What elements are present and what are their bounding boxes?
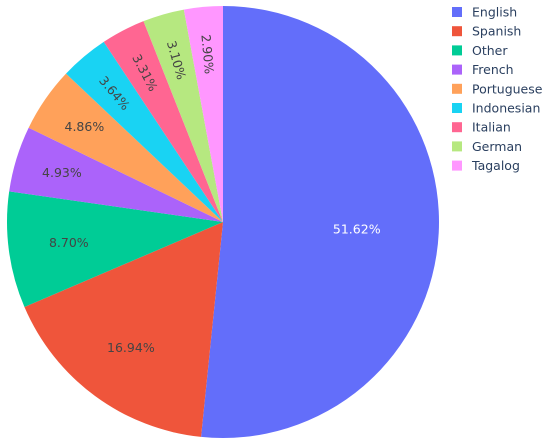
legend-label-spanish: Spanish: [472, 24, 521, 39]
legend-swatch-tagalog: [452, 160, 462, 171]
legend: English Spanish Other French Portuguese Indon…: [452, 5, 543, 173]
pie-label-tagalog: 2.90%: [198, 34, 217, 75]
pie-slice-english: [201, 6, 440, 438]
legend-item-other[interactable]: Other: [452, 43, 508, 58]
legend-item-english[interactable]: English: [452, 5, 517, 20]
pie-label-french: 4.93%: [42, 165, 82, 180]
legend-item-german[interactable]: German: [452, 139, 522, 154]
legend-label-other: Other: [472, 43, 508, 58]
pie-slice-portuguese: [28, 73, 224, 222]
legend-swatch-italian: [452, 122, 462, 133]
legend-swatch-french: [452, 64, 462, 75]
legend-swatch-german: [452, 141, 462, 152]
legend-swatch-portuguese: [452, 83, 462, 94]
legend-label-indonesian: Indonesian: [472, 101, 540, 116]
legend-label-italian: Italian: [472, 120, 511, 135]
legend-item-italian[interactable]: Italian: [452, 120, 511, 135]
legend-swatch-other: [452, 45, 462, 56]
pie-label-spanish: 16.94%: [107, 340, 155, 355]
pie-label-english: 51.62%: [333, 221, 381, 236]
pie-slices: [7, 6, 440, 438]
legend-item-french[interactable]: French: [452, 62, 514, 77]
pie-slice-french: [9, 127, 223, 222]
legend-label-portuguese: Portuguese: [472, 81, 543, 96]
legend-item-indonesian[interactable]: Indonesian: [452, 101, 540, 116]
legend-item-tagalog[interactable]: Tagalog: [452, 158, 520, 173]
pie-slice-indonesian: [66, 41, 223, 222]
legend-item-portuguese[interactable]: Portuguese: [452, 81, 543, 96]
pie-slice-german: [143, 9, 223, 222]
pie-slice-tagalog: [183, 6, 223, 222]
legend-label-french: French: [472, 62, 514, 77]
legend-item-spanish[interactable]: Spanish: [452, 24, 521, 39]
pie-slice-italian: [103, 21, 223, 223]
pie-slice-other: [7, 191, 224, 308]
pie-label-portuguese: 4.86%: [65, 119, 105, 134]
pie-label-other: 8.70%: [49, 235, 89, 250]
legend-label-english: English: [472, 5, 517, 20]
legend-swatch-spanish: [452, 26, 462, 37]
legend-label-tagalog: Tagalog: [471, 158, 520, 173]
legend-swatch-english: [452, 7, 462, 17]
pie-slice-spanish: [24, 222, 224, 437]
legend-swatch-indonesian: [452, 103, 462, 113]
legend-label-german: German: [472, 139, 522, 154]
